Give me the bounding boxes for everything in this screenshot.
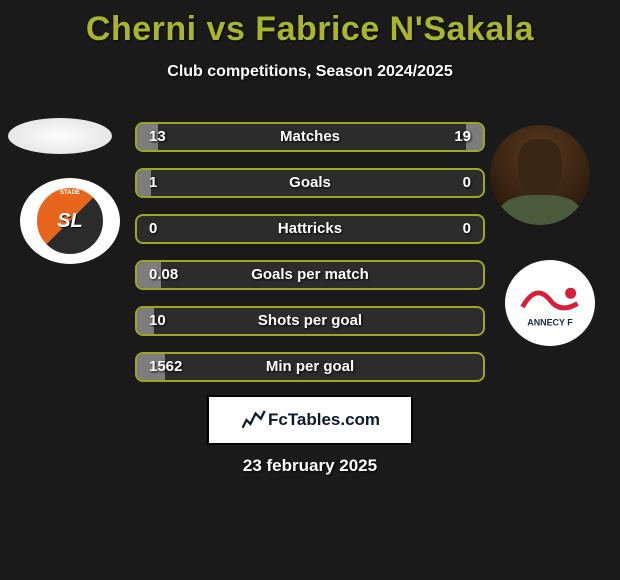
stat-label: Goals per match — [137, 262, 483, 288]
stat-label: Shots per goal — [137, 308, 483, 334]
stats-container: 13Matches191Goals00Hattricks00.08Goals p… — [135, 122, 485, 398]
subtitle: Club competitions, Season 2024/2025 — [0, 63, 620, 81]
stat-right-value: 19 — [454, 124, 471, 150]
date-text: 23 february 2025 — [0, 456, 620, 476]
body-shape — [500, 195, 580, 225]
stat-label: Matches — [137, 124, 483, 150]
player-left-club-logo: STADE — [20, 178, 120, 264]
player-left-photo — [8, 118, 112, 154]
player-right-photo — [490, 125, 590, 225]
stat-right-value: 0 — [463, 216, 471, 242]
player-right-club-logo: ANNECY F — [505, 260, 595, 346]
svg-text:ANNECY F: ANNECY F — [527, 317, 573, 327]
fctables-icon — [240, 407, 266, 433]
annecy-logo-icon: ANNECY F — [515, 276, 585, 331]
page-title: Cherni vs Fabrice N'Sakala — [0, 0, 620, 49]
stat-label: Hattricks — [137, 216, 483, 242]
stat-label: Min per goal — [137, 354, 483, 380]
stat-bar: 10Shots per goal — [135, 306, 485, 336]
stat-bar: 0.08Goals per match — [135, 260, 485, 290]
fctables-badge: FcTables.com — [207, 395, 413, 445]
club-top-label: STADE — [60, 190, 80, 196]
stat-bar: 13Matches19 — [135, 122, 485, 152]
stat-bar: 1562Min per goal — [135, 352, 485, 382]
stat-bar: 0Hattricks0 — [135, 214, 485, 244]
face-shape — [518, 139, 562, 195]
lavallois-shield-icon: STADE — [34, 185, 106, 257]
stat-label: Goals — [137, 170, 483, 196]
stat-right-value: 0 — [463, 170, 471, 196]
stat-bar: 1Goals0 — [135, 168, 485, 198]
fctables-label: FcTables.com — [268, 410, 380, 430]
